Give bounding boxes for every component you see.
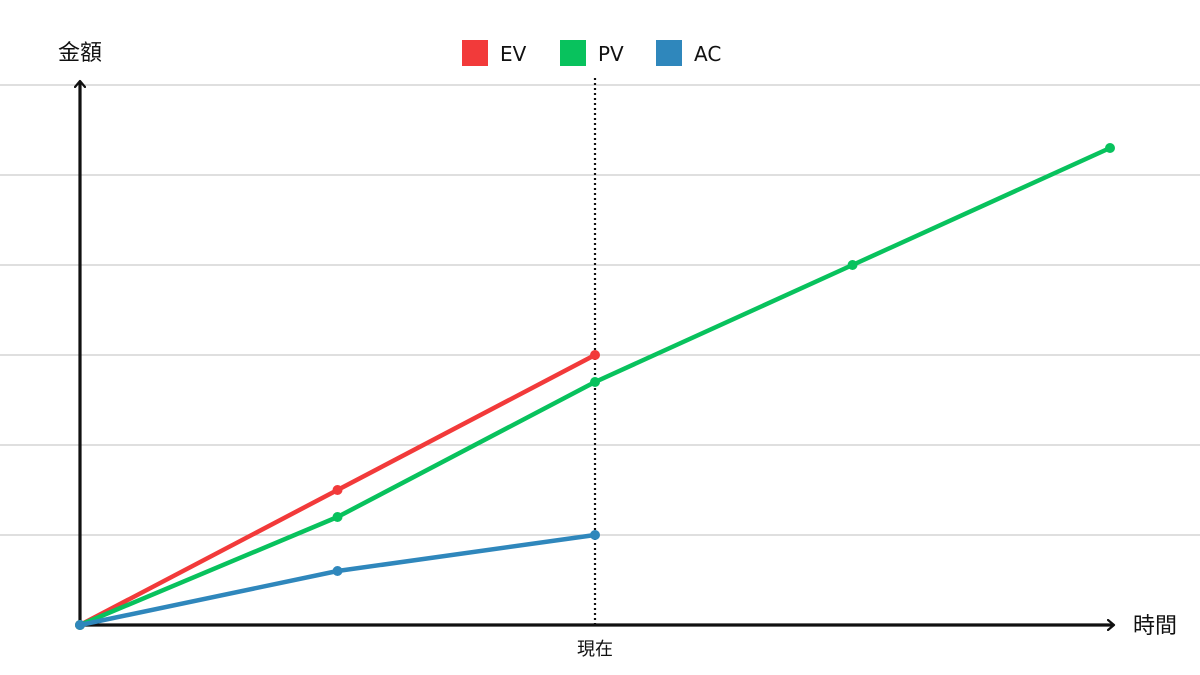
legend-swatch-ev [462,40,488,66]
ev-point [590,350,600,360]
current-date-label: 現在 [577,639,613,660]
pv-point [590,377,600,387]
pv-point [847,260,858,270]
legend-item-ev: EV [462,40,527,66]
legend-label-ev: EV [500,42,527,66]
grid-lines [0,84,1200,536]
pv-point [1105,143,1115,153]
legend-label-ac: AC [694,42,721,66]
ac-line [77,532,598,628]
series-lines [75,143,1115,630]
ac-point [75,620,85,630]
ac-point [590,530,600,540]
ac-point [332,566,343,576]
pv-point [332,512,343,522]
x-axis-label: 時間 [1133,614,1177,639]
legend-swatch-ac [656,40,682,66]
ev-series [75,350,600,630]
legend-swatch-pv [560,40,586,66]
ev-point [332,485,343,495]
legend: EV PV AC [462,40,721,66]
legend-item-ac: AC [656,40,721,66]
legend-item-pv: PV [560,40,624,66]
legend-label-pv: PV [598,42,624,66]
y-axis-label: 金額 [58,41,102,66]
pv-series [75,143,1115,630]
ac-series [75,530,600,630]
